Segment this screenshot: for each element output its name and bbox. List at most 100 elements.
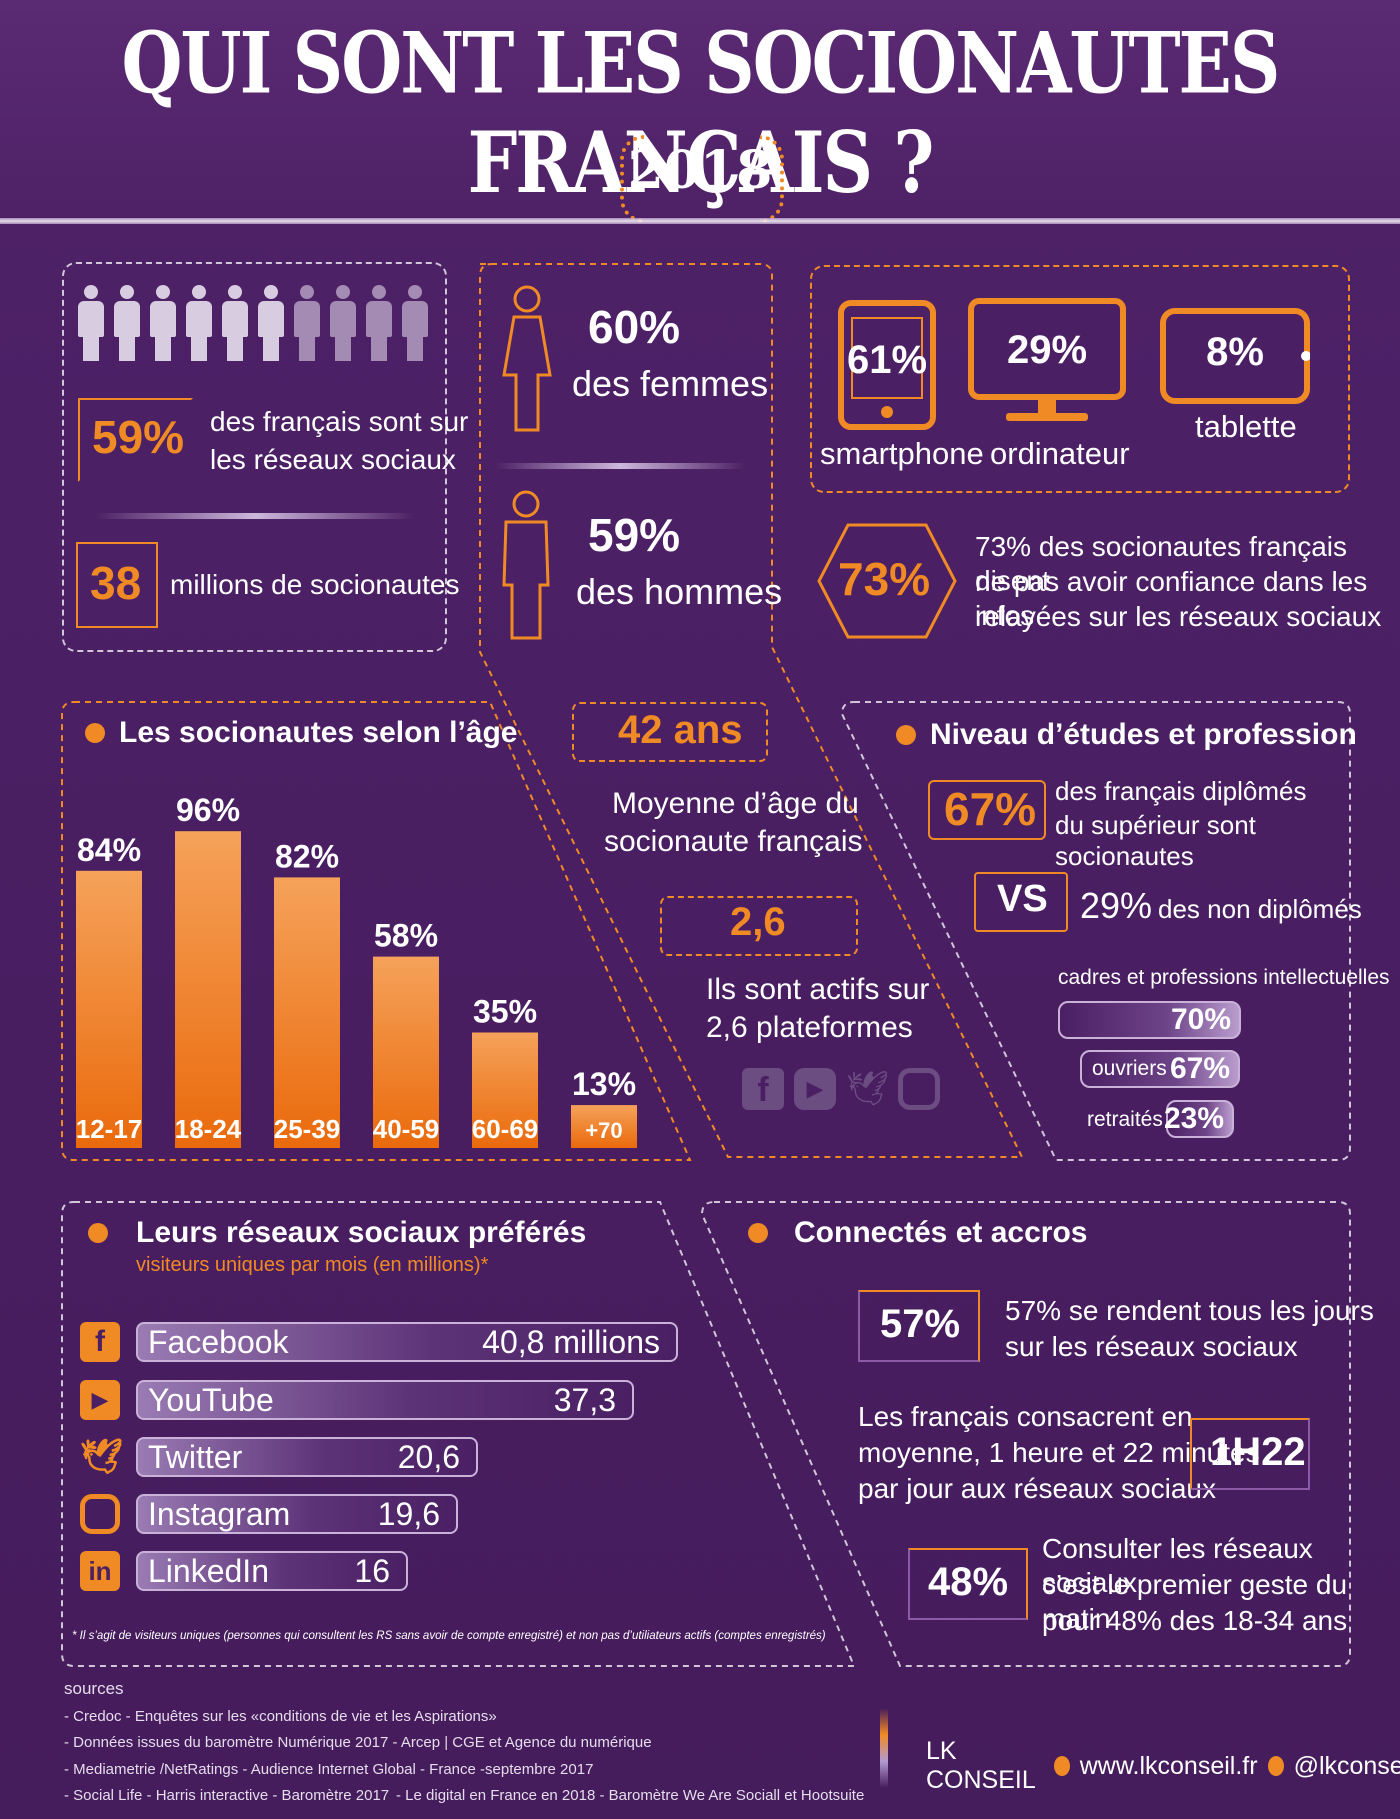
people-icons <box>78 285 428 361</box>
morning-value: 48% <box>928 1560 1009 1604</box>
favorites-subtitle: visiteurs uniques par mois (en millions)… <box>136 1254 489 1276</box>
linkedin-value: 16 <box>354 1552 390 1589</box>
non-graduates-text: des non diplômés <box>1158 894 1362 924</box>
instagram-label: Instagram <box>148 1495 291 1532</box>
age-bar-60-69 <box>472 1032 538 1148</box>
age-avg-value: 42 ans <box>618 708 743 752</box>
morning-line-3: pour 48% des 18-34 ans <box>1042 1605 1348 1636</box>
trust-hexagon <box>817 523 957 639</box>
time-line-3: par jour aux réseaux sociaux <box>858 1473 1216 1504</box>
tablet-icon <box>1160 308 1310 404</box>
platforms-line-2: 2,6 plateformes <box>706 1011 913 1044</box>
age-bar-40-59 <box>373 956 439 1148</box>
person-icon <box>222 285 248 361</box>
header-band <box>0 0 1400 225</box>
smartphone-label: smartphone <box>820 436 984 471</box>
bullet-dot-icon <box>1267 1756 1284 1776</box>
age-category-label: +70 <box>585 1118 622 1143</box>
age-category-label: 25-39 <box>274 1114 341 1144</box>
woman-icon <box>502 285 552 432</box>
morning-line-1: Consulter les réseaux sociaux <box>1042 1533 1313 1598</box>
person-icon <box>330 285 356 361</box>
computer-value: 29% <box>1006 328 1088 372</box>
education-title-text: Niveau d’études et profession <box>930 718 1357 751</box>
age-value-label: 58% <box>374 918 438 954</box>
page-title: QUI SONT LES SOCIONAUTES FRANÇAIS ? <box>121 13 1281 213</box>
footer-brand: LK CONSEIL www.lkconseil.fr @lkconseil <box>926 1737 1400 1795</box>
source-line-5: - Le digital en France en 2018 - Baromèt… <box>396 1787 865 1804</box>
person-icon <box>294 285 320 361</box>
tablet-value: 8% <box>1206 330 1264 374</box>
time-value: 1H22 <box>1210 1430 1306 1474</box>
trust-line-1: 73% des socionautes français disent <box>975 531 1347 596</box>
trust-line-3: relayées sur les réseaux sociaux <box>975 601 1382 632</box>
brand-name: LK CONSEIL <box>926 1737 1036 1794</box>
retraites-label: retraités <box>1087 1108 1163 1131</box>
women-text: des femmes <box>572 363 769 404</box>
platform-icons: f ▶ 🕊 <box>742 1068 940 1110</box>
facebook-label: Facebook <box>148 1323 289 1360</box>
computer-icon <box>968 298 1126 421</box>
age-bar-+70 <box>571 1105 637 1148</box>
twitter-bar: Twitter 20,6 <box>136 1437 478 1477</box>
age-value-label: 13% <box>572 1066 636 1102</box>
youtube-icon: ▶ <box>80 1380 120 1420</box>
ouvriers-bar: ouvriers 67% <box>1080 1050 1240 1088</box>
bullet-dot-icon <box>1053 1756 1070 1776</box>
header-divider <box>0 218 1400 224</box>
ouvriers-value: 67% <box>1169 1052 1230 1085</box>
age-value-label: 96% <box>176 792 240 828</box>
bullet-dot-icon <box>85 723 105 743</box>
linkedin-bar: LinkedIn 16 <box>136 1551 408 1591</box>
share-text-1: des français sont sur <box>210 406 469 437</box>
linkedin-label: LinkedIn <box>148 1552 269 1589</box>
favorites-title-text: Leurs réseaux sociaux préférés <box>136 1216 587 1249</box>
connected-title-text: Connectés et accros <box>794 1216 1088 1249</box>
twitter-icon: 🕊 <box>846 1070 890 1108</box>
men-text: des hommes <box>576 571 783 612</box>
graduates-value: 67% <box>944 783 1037 835</box>
age-value-label: 84% <box>77 832 141 868</box>
age-bar-chart: 84% 12-17 96% 18-24 82% 25-39 58% 40-59 35% 60-69… <box>76 792 637 1148</box>
facebook-icon: f <box>742 1068 784 1110</box>
source-line-2: - Données issues du baromètre Numérique … <box>64 1734 652 1751</box>
smartphone-value: 61% <box>846 338 928 382</box>
separator <box>495 463 745 469</box>
age-category-label: 12-17 <box>76 1114 143 1144</box>
source-line-1: - Credoc - Enquêtes sur les «conditions … <box>64 1708 497 1725</box>
panel-devices <box>810 265 1350 493</box>
year-label: 2018 <box>627 140 773 201</box>
jobs-title: cadres et professions intellectuelles <box>1058 966 1390 989</box>
favorites-section-title: Leurs réseaux sociaux préférés <box>88 1216 586 1250</box>
age-section-title: Les socionautes selon l’âge <box>85 716 517 750</box>
non-graduates-value: 29% <box>1080 885 1153 926</box>
person-icon <box>402 285 428 361</box>
ouvriers-label: ouvriers <box>1092 1057 1167 1080</box>
time-line-2: moyenne, 1 heure et 22 minutes <box>858 1437 1260 1468</box>
facebook-icon: f <box>80 1322 120 1362</box>
website-link[interactable]: www.lkconseil.fr <box>1079 1751 1258 1780</box>
youtube-bar: YouTube 37,3 <box>136 1380 634 1420</box>
age-category-label: 60-69 <box>472 1114 539 1144</box>
bullet-dot-icon <box>88 1223 108 1243</box>
daily-value: 57% <box>880 1302 961 1346</box>
share-frame <box>78 398 193 482</box>
smartphone-icon <box>838 300 936 430</box>
vs-label: VS <box>997 878 1048 920</box>
sources-title: sources <box>64 1679 124 1698</box>
time-line-1: Les français consacrent en <box>858 1401 1193 1432</box>
panel-gender-frame <box>479 263 1024 1158</box>
age-avg-line-1: Moyenne d’âge du <box>612 787 859 820</box>
separator <box>95 513 415 519</box>
age-category-label: 40-59 <box>373 1114 440 1144</box>
age-bar-18-24 <box>175 831 241 1148</box>
twitter-icon: 🕊 <box>80 1438 124 1476</box>
facebook-value: 40,8 millions <box>482 1323 660 1360</box>
social-handle[interactable]: @lkconseil <box>1293 1751 1400 1780</box>
cadres-bar: 70% <box>1058 1001 1241 1039</box>
youtube-value: 37,3 <box>553 1381 616 1418</box>
person-icon <box>258 285 284 361</box>
man-icon <box>502 490 550 640</box>
instagram-bar: Instagram 19,6 <box>136 1494 458 1534</box>
instagram-icon <box>80 1494 120 1534</box>
